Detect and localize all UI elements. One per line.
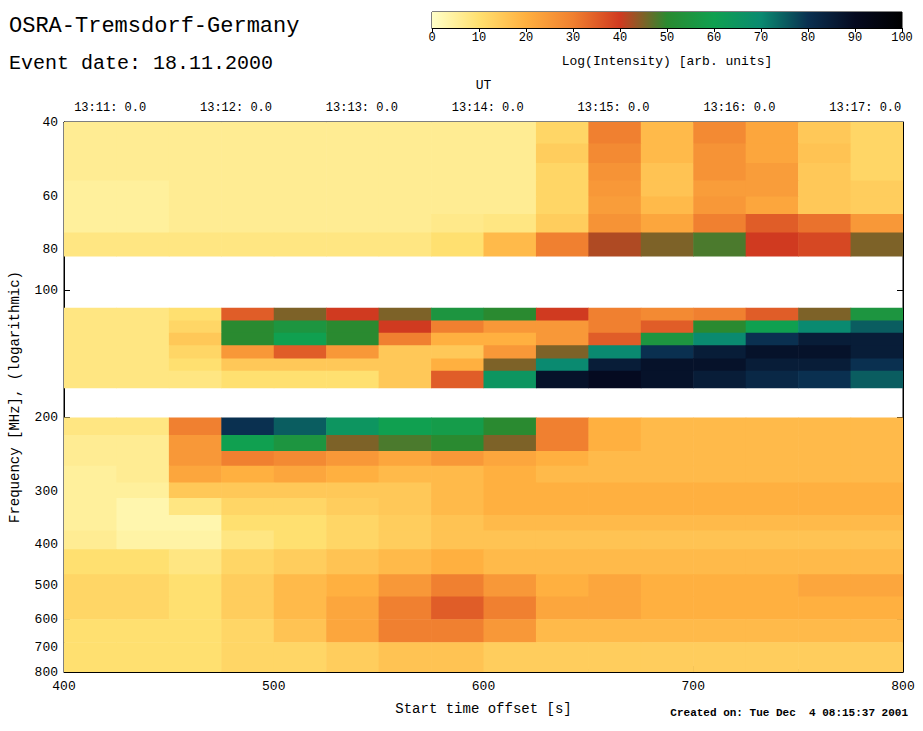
svg-text:Event date: 18.11.2000: Event date: 18.11.2000 bbox=[9, 52, 273, 75]
svg-text:13:14: 0.0: 13:14: 0.0 bbox=[452, 101, 524, 115]
svg-text:100: 100 bbox=[35, 283, 58, 298]
svg-text:30: 30 bbox=[566, 31, 580, 45]
svg-text:13:11: 0.0: 13:11: 0.0 bbox=[74, 101, 146, 115]
svg-text:70: 70 bbox=[754, 31, 768, 45]
svg-text:80: 80 bbox=[42, 242, 58, 257]
svg-text:Log(Intensity) [arb. units]: Log(Intensity) [arb. units] bbox=[562, 54, 773, 69]
svg-text:400: 400 bbox=[35, 537, 58, 552]
svg-text:100: 100 bbox=[891, 31, 913, 45]
svg-text:Frequency [MHz], (logarithmic): Frequency [MHz], (logarithmic) bbox=[7, 271, 23, 523]
svg-text:500: 500 bbox=[35, 578, 58, 593]
svg-text:OSRA-Tremsdorf-Germany: OSRA-Tremsdorf-Germany bbox=[9, 14, 299, 39]
svg-text:600: 600 bbox=[35, 612, 58, 627]
svg-text:40: 40 bbox=[42, 115, 58, 130]
svg-text:13:16: 0.0: 13:16: 0.0 bbox=[703, 101, 775, 115]
svg-text:90: 90 bbox=[848, 31, 862, 45]
svg-text:60: 60 bbox=[707, 31, 721, 45]
svg-text:700: 700 bbox=[682, 679, 705, 694]
svg-text:13:12: 0.0: 13:12: 0.0 bbox=[200, 101, 272, 115]
svg-text:80: 80 bbox=[801, 31, 815, 45]
svg-text:10: 10 bbox=[472, 31, 486, 45]
svg-text:60: 60 bbox=[42, 189, 58, 204]
svg-text:40: 40 bbox=[613, 31, 627, 45]
svg-text:13:13: 0.0: 13:13: 0.0 bbox=[326, 101, 398, 115]
svg-text:Start time offset [s]: Start time offset [s] bbox=[395, 701, 571, 717]
svg-text:13:15: 0.0: 13:15: 0.0 bbox=[578, 101, 650, 115]
svg-text:200: 200 bbox=[35, 410, 58, 425]
svg-text:800: 800 bbox=[35, 665, 58, 680]
svg-text:800: 800 bbox=[891, 679, 914, 694]
svg-text:400: 400 bbox=[52, 679, 75, 694]
svg-text:UT: UT bbox=[476, 78, 492, 93]
svg-text:20: 20 bbox=[519, 31, 533, 45]
svg-text:13:17: 0.0: 13:17: 0.0 bbox=[829, 101, 901, 115]
svg-text:300: 300 bbox=[35, 484, 58, 499]
svg-text:0: 0 bbox=[428, 31, 435, 45]
svg-text:600: 600 bbox=[472, 679, 495, 694]
svg-text:500: 500 bbox=[262, 679, 285, 694]
svg-text:Created on: Tue Dec 4 08:15:3: Created on: Tue Dec 4 08:15:37 2001 bbox=[670, 707, 908, 719]
svg-text:700: 700 bbox=[35, 640, 58, 655]
svg-text:50: 50 bbox=[660, 31, 674, 45]
